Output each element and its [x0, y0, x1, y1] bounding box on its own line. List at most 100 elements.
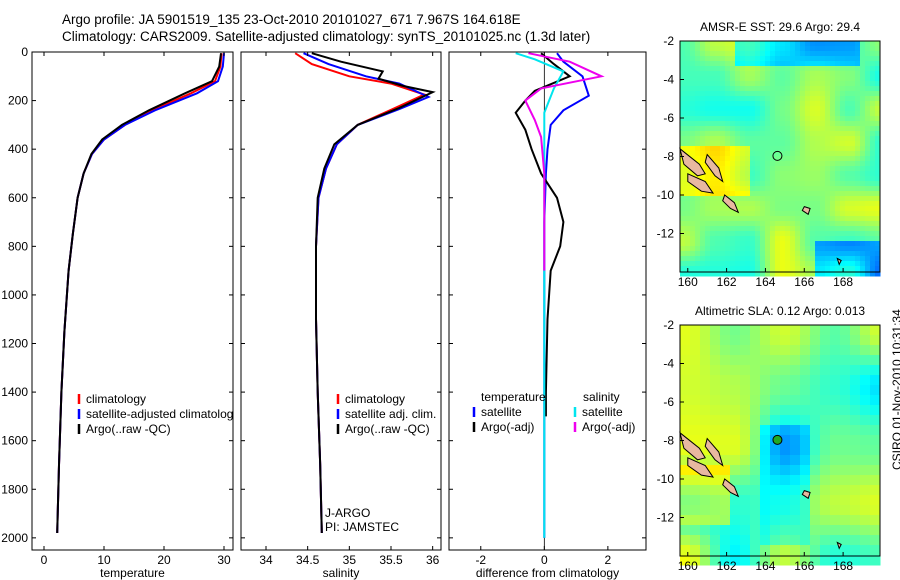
sst_map-cell	[810, 111, 816, 117]
sst_map-cell	[800, 96, 806, 102]
sla_map-cell	[730, 495, 741, 506]
sst_map-cell	[745, 181, 751, 187]
sst_map-cell	[840, 146, 846, 152]
sst_map-cell	[860, 251, 866, 257]
sst_map-cell	[865, 176, 871, 182]
sst_map-cell	[860, 156, 866, 162]
sst_map-cell	[700, 101, 706, 107]
sst_map-cell	[705, 201, 711, 207]
sst_map-cell	[715, 61, 721, 67]
sst_map-cell	[785, 186, 791, 192]
sla_map-cell	[790, 345, 801, 356]
sst_map-cell	[830, 181, 836, 187]
sst_map-cell	[800, 181, 806, 187]
sst_map-cell	[765, 211, 771, 217]
sla_map-cell	[780, 525, 791, 536]
sst_map-cell	[750, 271, 756, 277]
sst_map-cell	[730, 176, 736, 182]
sla_map-cell	[680, 325, 691, 336]
sla_map-cell	[780, 535, 791, 546]
sst_map-ytick-label: -10	[657, 188, 675, 202]
sst_map-cell	[810, 216, 816, 222]
sla_map-cell	[840, 555, 851, 566]
sla_map-cell	[720, 515, 731, 526]
sst_map-cell	[730, 231, 736, 237]
sla_map-cell	[740, 355, 751, 366]
sla_map-cell	[710, 345, 721, 356]
sst_map-cell	[855, 141, 861, 147]
sst_map-cell	[780, 251, 786, 257]
sla_map-cell	[780, 325, 791, 336]
sst_map-cell	[690, 91, 696, 97]
sst_map-cell	[815, 101, 821, 107]
sst_map-cell	[770, 156, 776, 162]
sst_map-cell	[730, 61, 736, 67]
sst_map-cell	[820, 211, 826, 217]
sst_map-cell	[710, 101, 716, 107]
sst_map-cell	[715, 46, 721, 52]
sst_map-cell	[795, 131, 801, 137]
sst_map-cell	[770, 111, 776, 117]
sst_map-cell	[735, 61, 741, 67]
sst_map-cell	[765, 101, 771, 107]
sla_map-cell	[840, 495, 851, 506]
sst_map-cell	[775, 196, 781, 202]
difference-legend-entry: satellite	[582, 405, 623, 419]
sst_map-cell	[770, 41, 776, 47]
sst_map-cell	[740, 121, 746, 127]
sst_map-cell	[730, 181, 736, 187]
sst_map-cell	[840, 226, 846, 232]
sst_map-cell	[780, 156, 786, 162]
sst_map-cell	[835, 226, 841, 232]
sst_map-cell	[705, 231, 711, 237]
island-land	[836, 541, 842, 550]
sst_map-cell	[860, 226, 866, 232]
sst_map-cell	[790, 161, 796, 167]
sla_map-cell	[760, 385, 771, 396]
sst_map-cell	[835, 186, 841, 192]
sst_map-cell	[875, 46, 881, 52]
sst_map-cell	[725, 226, 731, 232]
sst_map-cell	[770, 116, 776, 122]
sst_map-cell	[685, 141, 691, 147]
sla_map-cell	[710, 465, 721, 476]
sst_map-cell	[805, 56, 811, 62]
sst_map-cell	[695, 56, 701, 62]
sst_map-cell	[740, 126, 746, 132]
sst_map-cell	[810, 231, 816, 237]
salinity-xtick-label: 34.5	[296, 553, 320, 567]
sst_map-cell	[725, 141, 731, 147]
sst_map-cell	[820, 116, 826, 122]
sst_map-cell	[685, 131, 691, 137]
sst_map-cell	[680, 216, 686, 222]
sst_map-cell	[720, 86, 726, 92]
sst_map-cell	[795, 86, 801, 92]
sst_map-cell	[775, 231, 781, 237]
sst_map-cell	[850, 181, 856, 187]
sst_map-cell	[875, 161, 881, 167]
sst_map-cell	[800, 266, 806, 272]
sst_map-cell	[775, 206, 781, 212]
sla_map-cell	[870, 405, 881, 416]
sst_map-cell	[800, 71, 806, 77]
sst_map-cell	[875, 171, 881, 177]
sla_map-cell	[780, 455, 791, 466]
sst_map-cell	[695, 71, 701, 77]
sst_map-cell	[735, 166, 741, 172]
sst_map-cell	[715, 231, 721, 237]
sst_map-cell	[685, 126, 691, 132]
sst_map-cell	[800, 136, 806, 142]
sst_map-cell	[780, 111, 786, 117]
sst_map-cell	[815, 161, 821, 167]
sla_map-cell	[850, 455, 861, 466]
sst_map-cell	[690, 66, 696, 72]
sst_map-cell	[815, 151, 821, 157]
sst_map-cell	[735, 106, 741, 112]
sst_map-cell	[735, 76, 741, 82]
sst_map-cell	[815, 86, 821, 92]
sla_map-cell	[680, 425, 691, 436]
sst_map-cell	[815, 181, 821, 187]
sst_map-cell	[705, 76, 711, 82]
depth-tick-label: 1200	[1, 337, 28, 351]
